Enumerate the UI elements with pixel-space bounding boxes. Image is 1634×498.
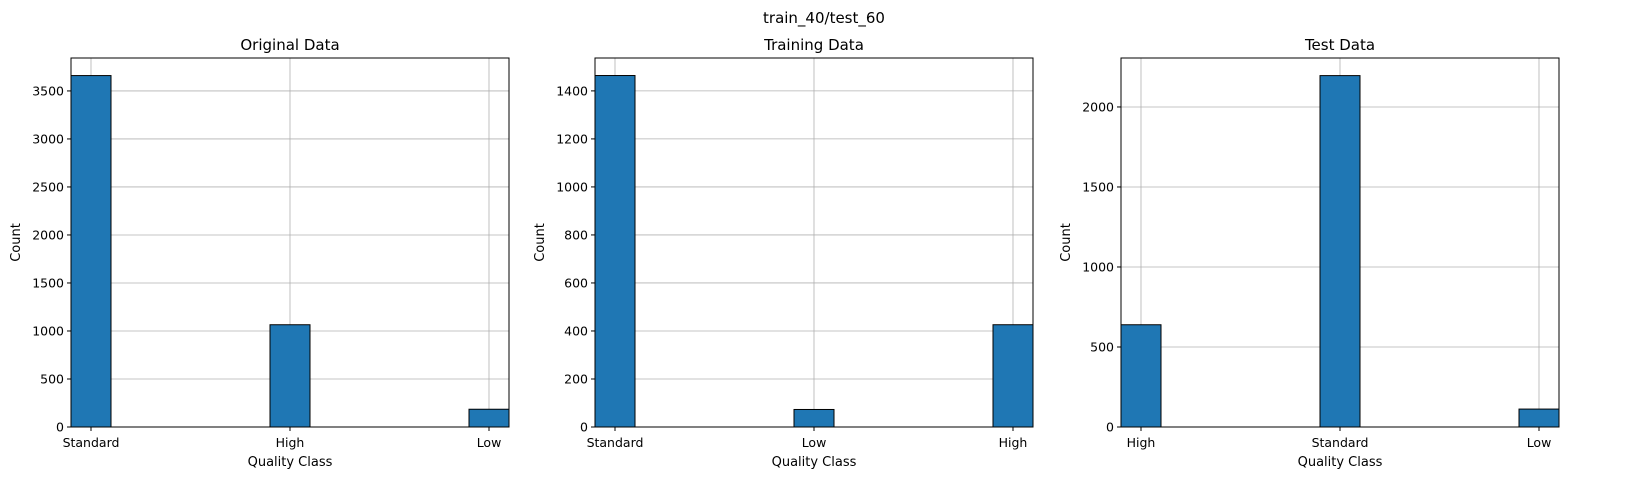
x-tick-label: High (276, 435, 305, 450)
y-tick-label: 0 (1106, 420, 1114, 435)
x-tick-label: Low (802, 435, 827, 450)
bar-low (793, 408, 835, 428)
x-tick-label: High (999, 435, 1028, 450)
y-tick-label: 400 (564, 323, 588, 338)
bar-standard (1319, 75, 1361, 428)
chart-panel-2: 0 200 400 600 800 1000 1200 1400 Standard Low High… (533, 36, 1034, 470)
y-tick-label: 800 (564, 227, 588, 242)
y-tick-label: 2000 (32, 227, 64, 242)
x-tick-label: Standard (587, 435, 644, 450)
y-tick-label: 1500 (32, 275, 64, 290)
figure-suptitle: train_40/test_60 (763, 9, 885, 28)
y-tick-label: 1200 (556, 131, 588, 146)
x-axis-label: Quality Class (1298, 455, 1383, 470)
y-tick-label: 1000 (32, 323, 64, 338)
y-axis-label: Count (1059, 223, 1074, 262)
y-tick-label: 1400 (556, 83, 588, 98)
bar-low (1518, 408, 1560, 428)
bar-high (992, 324, 1034, 428)
y-tick-label: 500 (40, 371, 64, 386)
x-tick-label: Low (1527, 435, 1552, 450)
y-axis-label: Count (533, 223, 548, 262)
chart-title: Original Data (240, 36, 339, 54)
bar-high (269, 324, 311, 428)
y-axis-label: Count (9, 223, 24, 262)
bar-standard (594, 75, 636, 428)
y-tick-label: 2000 (1082, 99, 1114, 114)
x-tick-label: Standard (1312, 435, 1369, 450)
chart-title: Test Data (1304, 36, 1375, 54)
x-axis-label: Quality Class (772, 455, 857, 470)
chart-title: Training Data (763, 36, 864, 54)
bar-standard (70, 75, 112, 428)
y-tick-label: 3500 (32, 83, 64, 98)
x-tick-label: Standard (63, 435, 120, 450)
y-tick-label: 2500 (32, 179, 64, 194)
bar-low (468, 408, 510, 428)
bar-high (1120, 324, 1162, 428)
y-tick-label: 500 (1090, 339, 1114, 354)
y-tick-label: 600 (564, 275, 588, 290)
y-tick-label: 0 (580, 420, 588, 435)
y-tick-label: 200 (564, 371, 588, 386)
y-tick-label: 1500 (1082, 179, 1114, 194)
x-axis-label: Quality Class (248, 455, 333, 470)
chart-panel-1: 0 500 1000 1500 2000 2500 3000 3500 Standard High… (9, 36, 510, 470)
y-tick-label: 0 (56, 420, 64, 435)
y-tick-label: 1000 (556, 179, 588, 194)
x-tick-label: Low (477, 435, 502, 450)
x-tick-label: High (1127, 435, 1156, 450)
y-tick-label: 3000 (32, 131, 64, 146)
y-tick-label: 1000 (1082, 259, 1114, 274)
chart-panel-3: 0 500 1000 1500 2000 High Standard Low Test Data… (1059, 36, 1560, 470)
